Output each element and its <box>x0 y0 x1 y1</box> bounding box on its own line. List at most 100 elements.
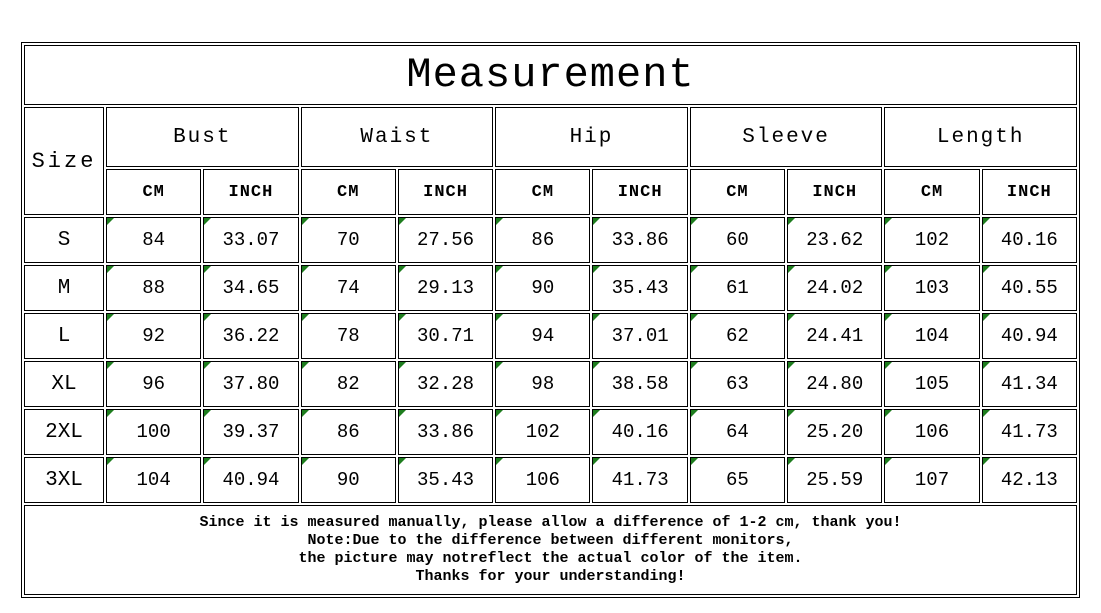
excel-corner-marker-icon <box>301 458 309 465</box>
size-row-m: M 88 34.65 74 29.13 90 35.43 61 24.02 103 40.55 <box>24 265 1077 311</box>
measurement-value-cell: 61 <box>689 265 786 311</box>
measurement-value: 39.37 <box>222 421 280 443</box>
measurement-value: 36.22 <box>222 325 280 347</box>
excel-corner-marker-icon <box>690 458 698 465</box>
measurement-value: 86 <box>531 229 555 251</box>
group-header-row: Size Bust Waist Hip Sleeve Length <box>24 107 1077 215</box>
measurement-value-cell: 25.20 <box>787 409 883 455</box>
measurement-value-cell: 37.80 <box>203 361 299 407</box>
measurement-value-cell: 60 <box>689 217 786 263</box>
page-title: Measurement <box>24 45 1077 105</box>
measurement-value: 103 <box>914 277 950 299</box>
excel-corner-marker-icon <box>496 410 504 417</box>
measurement-value-cell: 29.13 <box>397 265 494 311</box>
excel-corner-marker-icon <box>204 362 212 369</box>
note-footer: Since it is measured manually, please al… <box>24 505 1077 595</box>
measurement-value: 84 <box>142 229 166 251</box>
measurement-value: 105 <box>914 373 950 395</box>
measurement-value-cell: 41.73 <box>981 409 1077 455</box>
measurement-value: 88 <box>142 277 166 299</box>
size-row-xl: XL 96 37.80 82 32.28 98 38.58 63 24.80 105 41.34 <box>24 361 1077 407</box>
excel-corner-marker-icon <box>788 218 796 225</box>
measurement-value: 106 <box>525 469 560 491</box>
excel-corner-marker-icon <box>788 362 796 369</box>
measurement-value: 41.73 <box>1000 421 1058 443</box>
measurement-value-cell: 98 <box>495 361 591 407</box>
measurement-value-cell: 40.55 <box>981 265 1077 311</box>
measurement-value-cell: 36.22 <box>203 313 299 359</box>
measurement-value-cell: 63 <box>689 361 786 407</box>
column-header-length: Length <box>884 107 1077 167</box>
measurement-value-cell: 65 <box>689 457 786 503</box>
measurement-value-cell: 41.73 <box>592 457 688 503</box>
excel-corner-marker-icon <box>982 218 990 225</box>
measurement-value: 40.94 <box>1000 325 1058 347</box>
measurement-value-cell: 30.71 <box>397 313 494 359</box>
measurement-value: 70 <box>336 229 360 251</box>
measurement-value: 63 <box>726 373 749 395</box>
excel-corner-marker-icon <box>301 314 309 321</box>
measurement-value: 100 <box>136 421 171 443</box>
measurement-value: 107 <box>914 469 950 491</box>
measurement-value: 37.80 <box>222 373 280 395</box>
excel-corner-marker-icon <box>982 266 990 273</box>
measurement-value: 25.59 <box>806 469 864 491</box>
measurement-value: 90 <box>531 277 555 299</box>
measurement-value: 23.62 <box>806 229 864 251</box>
measurement-value: 40.16 <box>1000 229 1058 251</box>
measurement-value: 98 <box>531 373 555 395</box>
measurement-value: 78 <box>336 325 360 347</box>
measurement-value: 102 <box>914 229 950 251</box>
excel-corner-marker-icon <box>593 362 601 369</box>
excel-corner-marker-icon <box>204 458 212 465</box>
measurement-value-cell: 33.86 <box>592 217 688 263</box>
measurement-value: 102 <box>525 421 560 443</box>
excel-corner-marker-icon <box>885 458 893 465</box>
measurement-value-cell: 106 <box>884 409 980 455</box>
measurement-value-cell: 42.13 <box>981 457 1077 503</box>
measurement-value-cell: 104 <box>106 457 202 503</box>
measurement-value: 24.41 <box>806 325 864 347</box>
measurement-table: Measurement Size Bust Waist Hip Sleeve L… <box>21 42 1080 598</box>
excel-corner-marker-icon <box>690 266 698 273</box>
excel-corner-marker-icon <box>107 362 114 369</box>
excel-corner-marker-icon <box>885 218 893 225</box>
excel-corner-marker-icon <box>982 314 990 321</box>
measurement-value-cell: 74 <box>300 265 396 311</box>
measurement-value-cell: 40.16 <box>981 217 1077 263</box>
measurement-value: 60 <box>726 229 749 251</box>
excel-corner-marker-icon <box>204 314 212 321</box>
measurement-value: 104 <box>914 325 950 347</box>
measurement-rows: S 84 33.07 70 27.56 86 33.86 60 23.62 102 40.16 M 88… <box>24 217 1077 503</box>
measurement-value-cell: 40.94 <box>203 457 299 503</box>
excel-corner-marker-icon <box>788 410 796 417</box>
measurement-value-cell: 103 <box>884 265 980 311</box>
measurement-value-cell: 24.02 <box>787 265 883 311</box>
excel-corner-marker-icon <box>398 362 406 369</box>
measurement-value: 41.73 <box>611 469 669 491</box>
measurement-value-cell: 23.62 <box>787 217 883 263</box>
measurement-value: 62 <box>726 325 749 347</box>
measurement-value-cell: 105 <box>884 361 980 407</box>
excel-corner-marker-icon <box>398 458 406 465</box>
size-label-l: L <box>24 313 104 359</box>
measurement-value: 92 <box>142 325 166 347</box>
excel-corner-marker-icon <box>107 266 114 273</box>
measurement-value-cell: 82 <box>300 361 396 407</box>
measurement-value-cell: 35.43 <box>592 265 688 311</box>
measurement-value-cell: 100 <box>106 409 202 455</box>
excel-corner-marker-icon <box>398 266 406 273</box>
excel-corner-marker-icon <box>301 362 309 369</box>
measurement-value: 35.43 <box>417 469 475 491</box>
measurement-value-cell: 41.34 <box>981 361 1077 407</box>
measurement-value: 30.71 <box>417 325 475 347</box>
excel-corner-marker-icon <box>496 266 504 273</box>
measurement-value: 94 <box>531 325 555 347</box>
measurement-value-cell: 32.28 <box>397 361 494 407</box>
measurement-value: 42.13 <box>1000 469 1058 491</box>
excel-corner-marker-icon <box>885 266 893 273</box>
measurement-value-cell: 106 <box>495 457 591 503</box>
measurement-value: 90 <box>336 469 360 491</box>
measurement-value-cell: 90 <box>300 457 396 503</box>
unit-header-waist-inch: INCH <box>397 169 494 215</box>
